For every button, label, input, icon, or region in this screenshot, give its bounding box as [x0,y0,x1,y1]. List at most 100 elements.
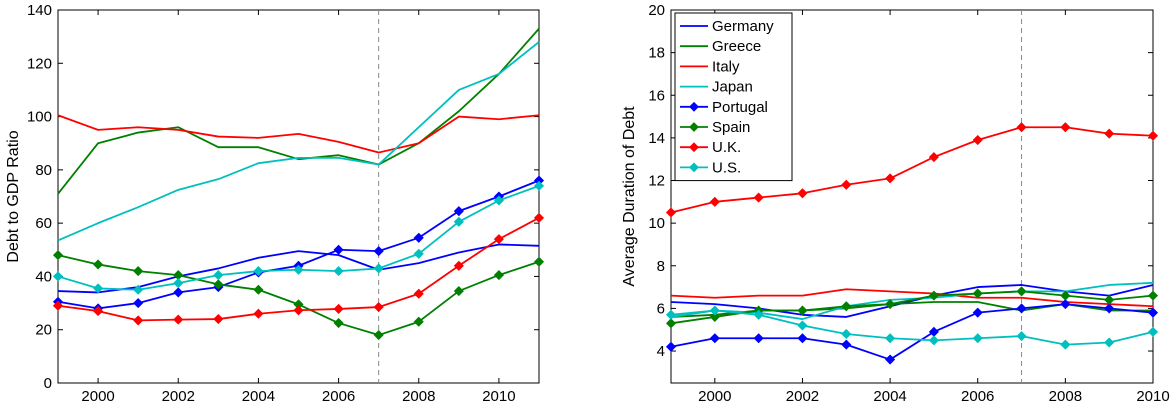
y-tick-label: 20 [648,2,665,19]
data-point [493,270,504,281]
data-point [453,260,464,271]
legend-box [674,12,793,182]
data-point [93,259,104,270]
data-point [797,188,808,199]
data-point [533,180,545,191]
data-point [709,311,720,322]
data-point [493,234,504,245]
x-tick-label: 2010 [1136,388,1169,405]
data-point [709,305,720,316]
series-line [670,126,1154,214]
series-spain [52,250,545,341]
data-point [253,266,264,277]
data-point [173,287,184,298]
data-point [1104,337,1115,348]
data-point [753,192,764,203]
y-tick-label: 0 [44,375,52,392]
legend-label: Germany [712,18,774,35]
y-tick-label: 12 [648,173,665,190]
y-tick-label: 6 [657,300,665,317]
data-point [453,216,464,227]
data-point [928,335,939,346]
series-portugal [665,299,1159,365]
data-point [253,284,264,295]
y-tick-label: 40 [35,268,52,285]
data-point [885,173,896,184]
legend-label: Japan [712,79,753,96]
data-point [709,196,720,207]
y-tick-label: 60 [35,215,52,232]
legend-label: Italy [712,58,740,75]
data-point [213,279,224,290]
data-point [797,305,808,316]
x-tick-label: 2000 [81,388,114,405]
data-point [1060,299,1071,310]
data-point [253,308,264,319]
data-point [52,300,64,311]
series-u-s [665,305,1159,350]
data-point [1147,130,1159,141]
legend-label: U.S. [712,159,741,176]
y-tick-label: 14 [648,130,665,147]
y-tick-label: 18 [648,45,665,62]
data-point [413,316,424,327]
data-point [797,320,808,331]
data-point [1104,294,1115,305]
data-point [93,306,104,317]
data-point [1147,290,1159,301]
series-line [670,303,1154,361]
data-point [1060,122,1071,133]
series-u-k [52,212,545,326]
series-line [57,28,540,195]
data-point [797,333,808,344]
series-u-k [665,122,1159,218]
legend-swatch-marker [689,142,699,153]
data-point [133,266,144,277]
x-tick-label: 2002 [162,388,195,405]
data-point [841,328,852,340]
data-point [333,244,344,255]
data-point [413,232,424,243]
y-tick-label: 80 [35,162,52,179]
series-line [670,309,1154,346]
data-point [52,271,64,282]
chart-1: 2000 2002 2004 2006 2008 2010 0 20 40 60 80 100 120 1… [5,2,545,405]
data-point [333,318,344,329]
series-u-s [52,180,545,295]
x-tick-label: 2010 [482,388,515,405]
plot-area [57,9,540,384]
series-italy [670,288,1154,308]
data-point [1060,339,1071,350]
series-line [670,288,1154,308]
data-point [373,329,384,341]
data-point [841,179,852,190]
data-point [93,283,104,294]
legend-swatch-marker [689,122,699,132]
data-point [885,354,896,365]
data-point [1060,290,1071,301]
data-point [1016,303,1027,314]
x-tick-label: 2006 [322,388,355,405]
legend-swatch-marker [689,162,699,173]
data-point [709,333,720,344]
data-point [133,284,144,295]
series-japan [57,41,540,242]
y-tick-label: 120 [27,55,52,72]
data-point [133,315,144,326]
data-point [293,305,304,316]
y-axis-label: Average Duration of Debt [621,106,638,287]
data-point [1147,307,1159,318]
series-spain [665,286,1159,329]
y-tick-label: 4 [657,343,665,360]
legend-label: Greece [712,38,761,55]
data-point [665,207,677,218]
data-point [972,134,983,146]
data-point [413,248,424,259]
legend-label: Spain [712,119,750,136]
y-tick-label: 140 [27,2,52,19]
data-point [453,286,464,297]
x-tick-label: 2008 [402,388,435,405]
data-point [293,264,304,275]
